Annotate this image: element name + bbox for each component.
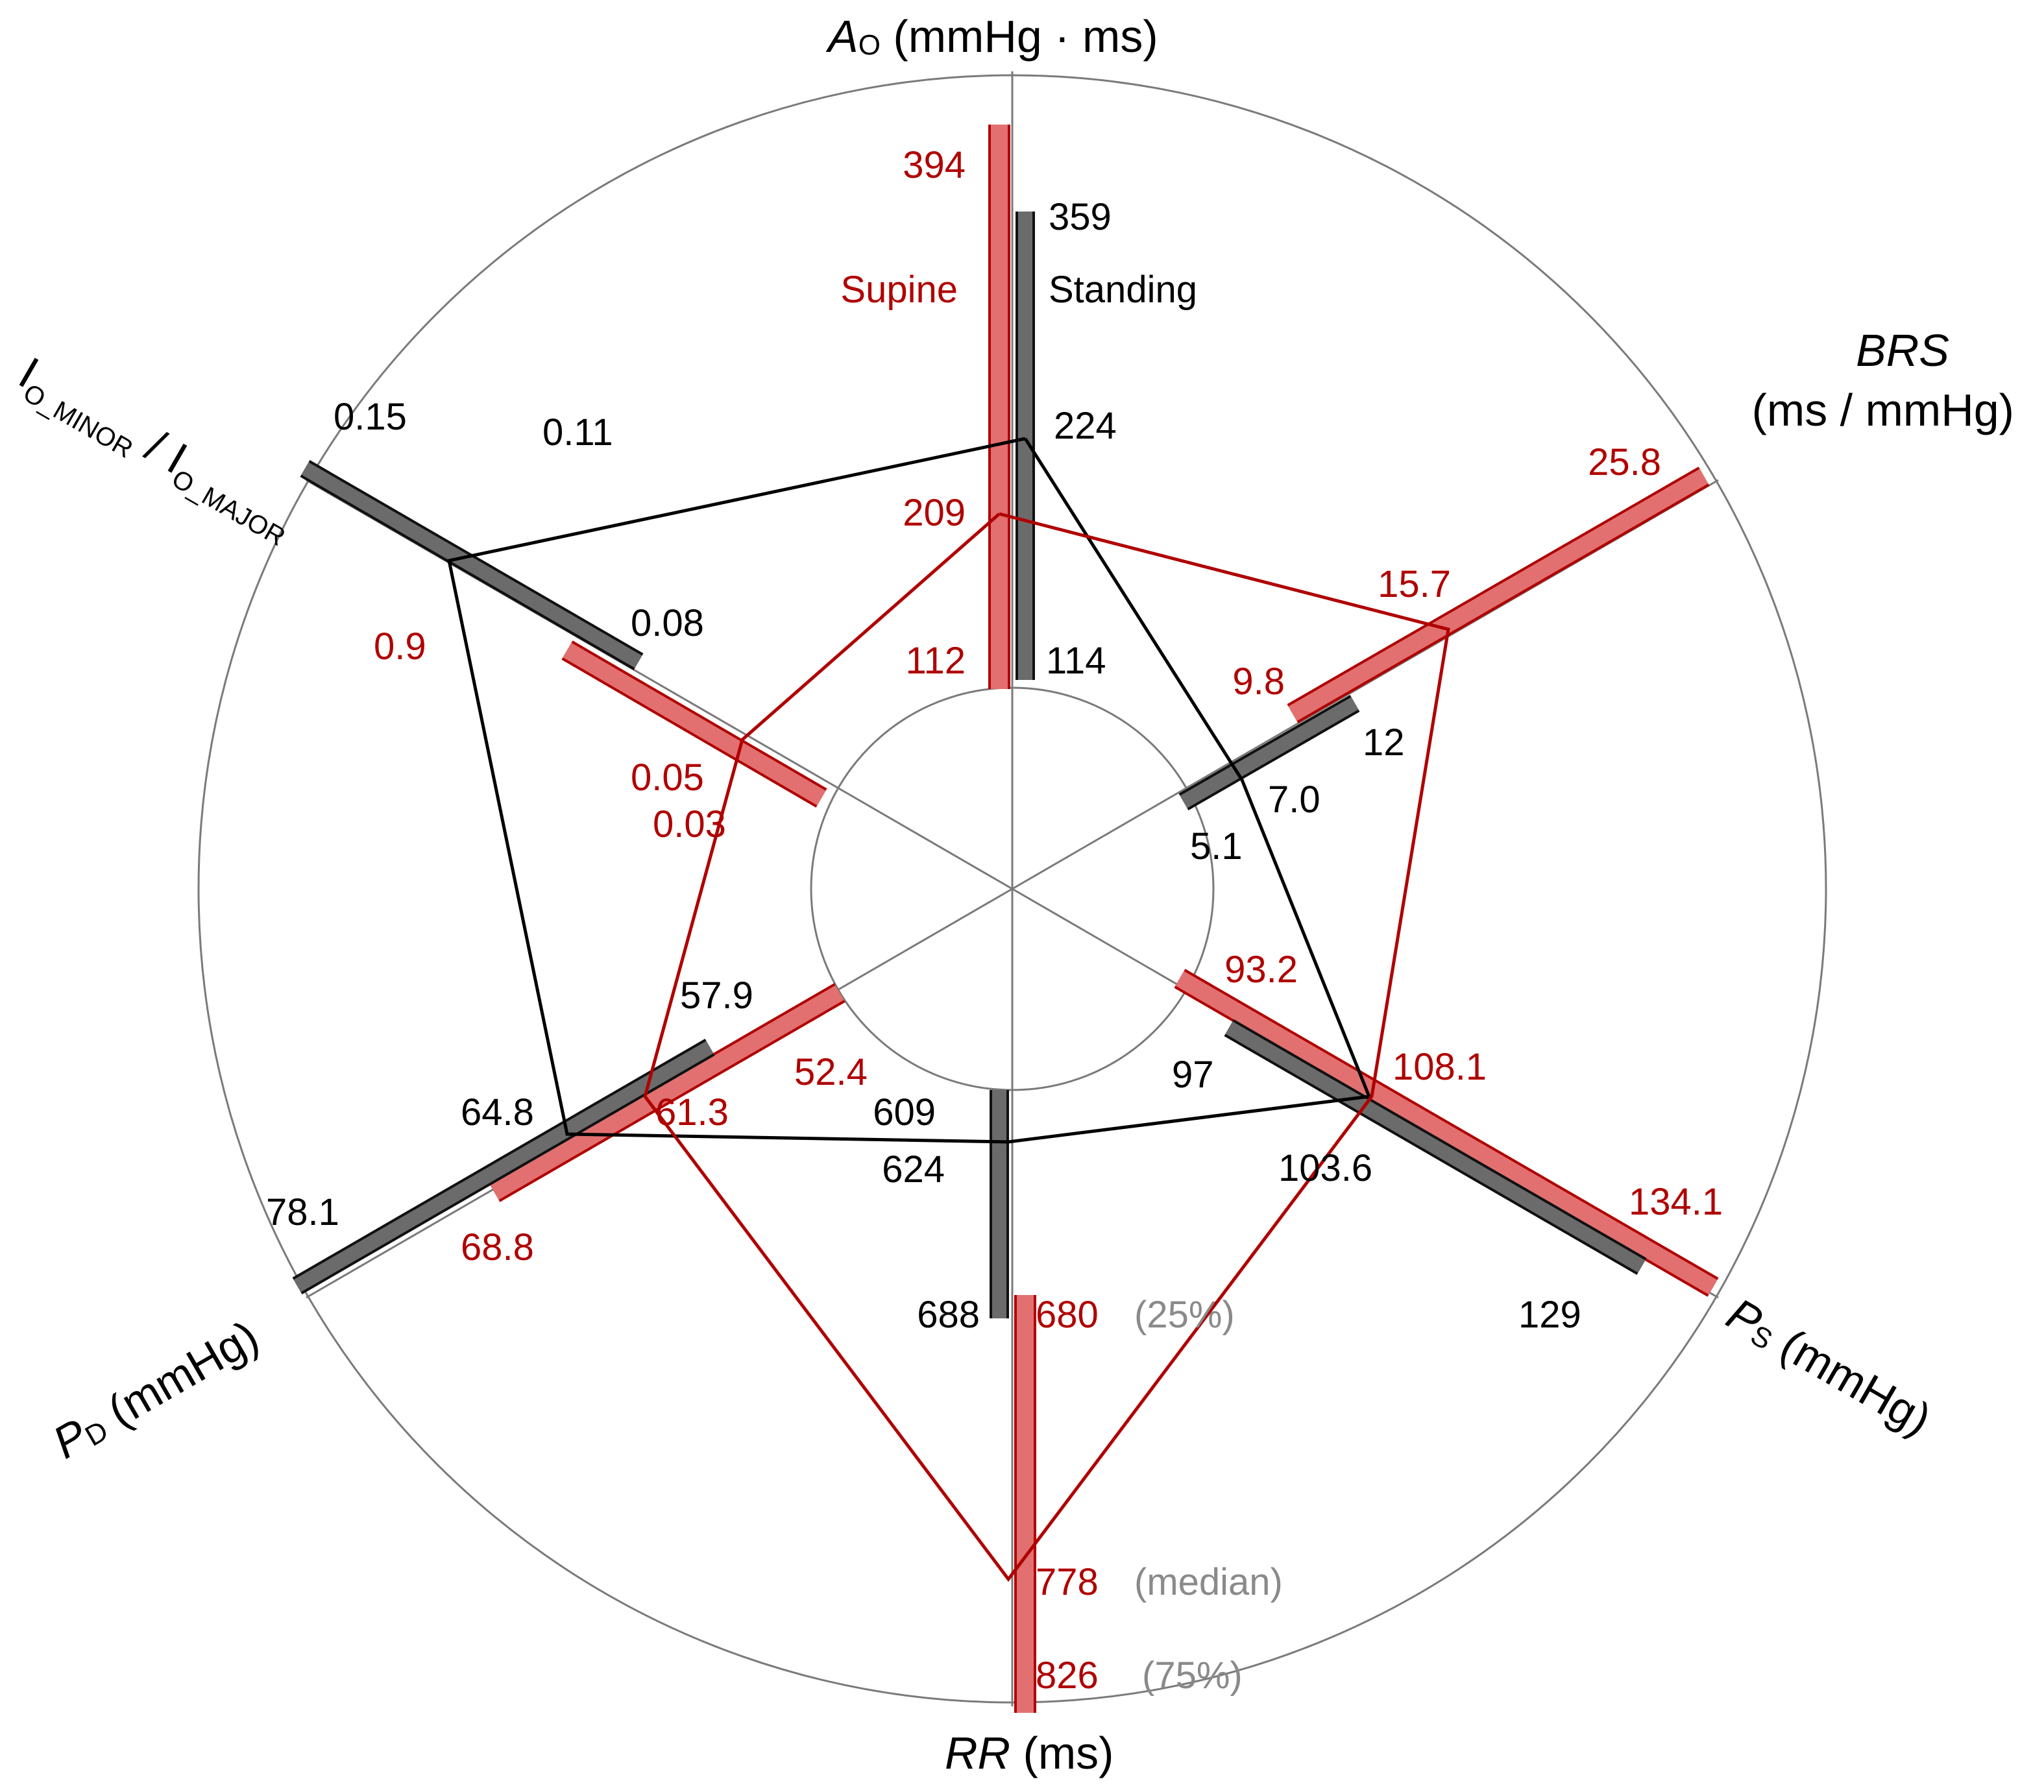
value-label: 108.1 <box>1393 1046 1487 1088</box>
value-label: 224 <box>1054 405 1117 447</box>
axis-title-i-ratio: IO_MINOR / IO_MAJOR <box>8 347 304 551</box>
series-label-supine: Supine <box>840 269 958 311</box>
value-label: 9.8 <box>1232 660 1285 703</box>
supine-median-polygon <box>643 512 1450 1582</box>
axis-title-brs-line2: (ms / mmHg) <box>1752 385 2014 435</box>
axis-title-rr: RR (ms) <box>945 1728 1114 1778</box>
value-label: 0.11 <box>542 411 613 454</box>
supine-iqr-bars <box>489 125 1719 1713</box>
standing-bar-p-d-fill <box>293 1041 714 1292</box>
value-label: 61.3 <box>655 1091 729 1133</box>
value-label: 52.4 <box>794 1051 868 1093</box>
value-label: 134.1 <box>1629 1181 1723 1223</box>
standing-median-line <box>447 437 1372 1144</box>
value-label: 112 <box>906 640 966 682</box>
value-label: 0.03 <box>653 803 726 845</box>
chart-frame <box>197 71 1827 1706</box>
value-label: 688 <box>917 1294 980 1336</box>
value-label: 5.1 <box>1190 825 1243 867</box>
percentile-label-p75: (75%) <box>1142 1654 1243 1697</box>
axis-title-brs-line1: BRS <box>1856 325 1949 376</box>
value-label: 359 <box>1049 196 1112 238</box>
value-labels: 394 359 224 209 112 114 25.8 15.7 9.8 12 7.0 5.1 93.… <box>266 144 1723 1697</box>
value-label: 25.8 <box>1588 441 1661 483</box>
value-label: 12 <box>1363 721 1405 764</box>
percentile-label-median: (median) <box>1134 1561 1283 1603</box>
value-label: 0.15 <box>334 396 407 438</box>
supine-bar-p-s-fill <box>1175 971 1718 1295</box>
supine-bar-brs-fill <box>1288 468 1709 721</box>
standing-iqr-bars <box>292 212 1647 1318</box>
value-label: 209 <box>903 492 966 534</box>
value-label: 0.9 <box>374 625 426 668</box>
value-label: 7.0 <box>1268 779 1320 821</box>
value-label: 0.08 <box>631 602 704 644</box>
standing-bar-i-ratio-fill <box>301 462 642 668</box>
supine-median-line <box>643 512 1450 1582</box>
standing-bar-p-s-fill <box>1225 1021 1646 1273</box>
value-label: 15.7 <box>1378 563 1451 605</box>
supine-bar-i-ratio-fill <box>563 642 826 806</box>
value-label: 624 <box>882 1148 945 1191</box>
value-label: 609 <box>873 1091 936 1133</box>
value-label: 78.1 <box>266 1191 339 1233</box>
value-label: 129 <box>1518 1294 1581 1336</box>
value-label: 826 <box>1036 1654 1099 1697</box>
value-label: 114 <box>1046 640 1106 682</box>
value-label: 0.05 <box>631 757 704 799</box>
value-label: 93.2 <box>1224 949 1298 991</box>
axis-title-a-o: AO (mmHg · ms) <box>825 11 1158 62</box>
value-label: 103.6 <box>1278 1147 1372 1189</box>
value-label: 778 <box>1036 1561 1099 1603</box>
axis-titles: AO (mmHg · ms) BRS (ms / mmHg) PS (mmHg)… <box>8 11 2015 1778</box>
series-label-standing: Standing <box>1049 269 1197 311</box>
value-label: 394 <box>903 144 966 186</box>
standing-median-polygon <box>447 437 1372 1144</box>
percentile-labels: (25%) (median) (75%) <box>1134 1294 1283 1697</box>
standing-bar-brs-fill <box>1180 697 1359 808</box>
axis-title-p-s: PS (mmHg) <box>1719 1288 1940 1445</box>
axis-title-p-d: PD (mmHg) <box>45 1311 267 1468</box>
percentile-label-p25: (25%) <box>1134 1294 1235 1336</box>
value-label: 680 <box>1036 1294 1099 1336</box>
value-label: 68.8 <box>461 1226 534 1268</box>
value-label: 57.9 <box>680 975 753 1017</box>
supine-bar-p-d-fill <box>490 985 844 1200</box>
value-label: 97 <box>1172 1054 1214 1096</box>
value-label: 64.8 <box>461 1091 534 1133</box>
